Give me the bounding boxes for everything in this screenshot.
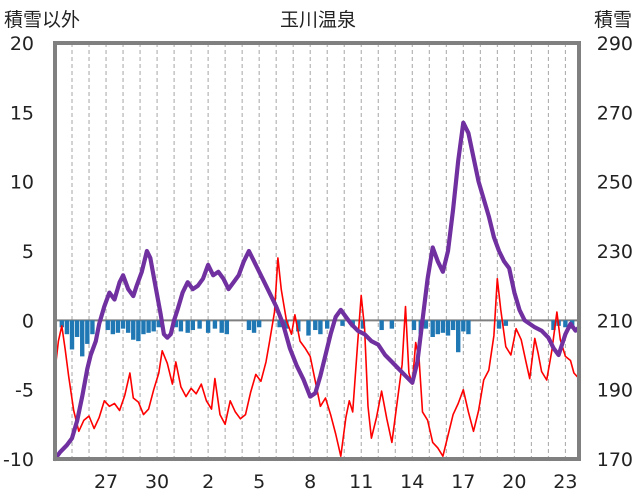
precip-bar	[277, 320, 282, 328]
x-tick-label: 14	[400, 471, 424, 493]
precip-bar	[136, 320, 141, 342]
precip-bar	[456, 320, 461, 353]
precip-bar	[178, 320, 184, 332]
precip-bar	[205, 320, 211, 333]
precip-bar	[105, 320, 110, 331]
x-tick-label: 5	[253, 471, 265, 493]
precip-bar	[466, 320, 471, 335]
precip-bar	[224, 320, 230, 335]
precip-bar	[551, 320, 556, 331]
precip-bar	[80, 320, 85, 357]
precip-bar	[411, 320, 417, 331]
x-tick-label: 27	[94, 471, 118, 493]
precip-bar	[115, 320, 121, 333]
right-tick-label: 210	[597, 310, 633, 332]
precip-bar	[389, 320, 395, 329]
x-tick-label: 2	[202, 471, 214, 493]
precip-bar	[197, 320, 202, 329]
precip-bar	[306, 320, 311, 336]
snow-depth-line	[52, 120, 582, 462]
right-tick-label: 190	[597, 380, 633, 402]
precip-bar	[496, 320, 502, 329]
left-axis-label: 積雪以外	[4, 9, 80, 31]
left-tick-label: 10	[10, 172, 34, 194]
precip-bar	[64, 320, 70, 335]
x-tick-label: 8	[304, 471, 316, 493]
x-tick-label: 30	[145, 471, 169, 493]
precip-bar	[450, 320, 456, 331]
x-tick-label: 17	[451, 471, 475, 493]
right-tick-label: 290	[597, 33, 633, 55]
precip-bar	[461, 320, 466, 332]
precip-bar	[435, 320, 440, 335]
precip-bar	[69, 320, 75, 350]
precip-bar	[379, 320, 384, 331]
left-tick-label: 15	[10, 102, 34, 124]
precip-bar	[90, 320, 95, 335]
left-tick-label: -10	[3, 449, 34, 471]
right-tick-label: 170	[597, 449, 633, 471]
left-tick-label: 0	[22, 310, 34, 332]
precip-bar	[141, 320, 146, 335]
x-axis-ticks: 27 30 2 5 8 11 14 17 20 23	[94, 471, 578, 493]
x-tick-label: 11	[349, 471, 373, 493]
x-tick-label: 23	[553, 471, 577, 493]
precip-bar	[85, 320, 90, 344]
precip-bar	[256, 320, 262, 328]
precip-bar	[156, 320, 161, 328]
right-tick-label: 250	[597, 172, 633, 194]
precip-bar	[173, 320, 178, 328]
left-axis-ticks: -10 -5 0 5 10 15 20	[3, 33, 34, 471]
precip-bar	[59, 320, 65, 328]
precip-bar	[563, 320, 568, 328]
temperature-line	[54, 257, 580, 458]
vertical-gridlines	[71, 43, 566, 459]
left-tick-label: -5	[15, 380, 34, 402]
precip-bar	[219, 320, 224, 333]
precip-bar	[430, 320, 435, 337]
precip-bar	[251, 320, 257, 333]
precip-bar	[340, 320, 345, 326]
precip-bar	[74, 320, 80, 337]
precip-bar	[185, 320, 190, 333]
precip-bar	[120, 320, 126, 329]
precip-bar	[110, 320, 116, 335]
precip-bar	[325, 320, 330, 329]
precip-bar	[212, 320, 218, 329]
precip-bar	[246, 320, 252, 331]
precip-bar	[318, 320, 323, 335]
plot-frame	[53, 41, 581, 461]
right-axis-label: 積雪	[594, 9, 632, 31]
precip-bar	[503, 320, 509, 326]
precip-bar	[313, 320, 318, 331]
precipitation-bars	[59, 320, 575, 357]
right-axis-ticks: 170 190 210 230 250 270 290	[597, 33, 633, 471]
precip-bar	[296, 320, 301, 332]
precip-bar	[423, 320, 429, 329]
precip-bar	[440, 320, 446, 333]
left-tick-label: 5	[22, 241, 34, 263]
precip-bar	[284, 320, 289, 329]
x-tick-label: 20	[502, 471, 526, 493]
precip-bar	[360, 320, 366, 329]
precip-bar	[151, 320, 156, 332]
precip-bar	[146, 320, 151, 333]
right-tick-label: 270	[597, 102, 633, 124]
right-tick-label: 230	[597, 241, 633, 263]
precip-bar	[125, 320, 131, 333]
chart-title: 玉川温泉	[280, 9, 356, 31]
precip-bar	[190, 320, 196, 331]
precip-bar	[445, 320, 451, 336]
left-tick-label: 20	[10, 33, 34, 55]
precip-bar	[131, 320, 136, 340]
